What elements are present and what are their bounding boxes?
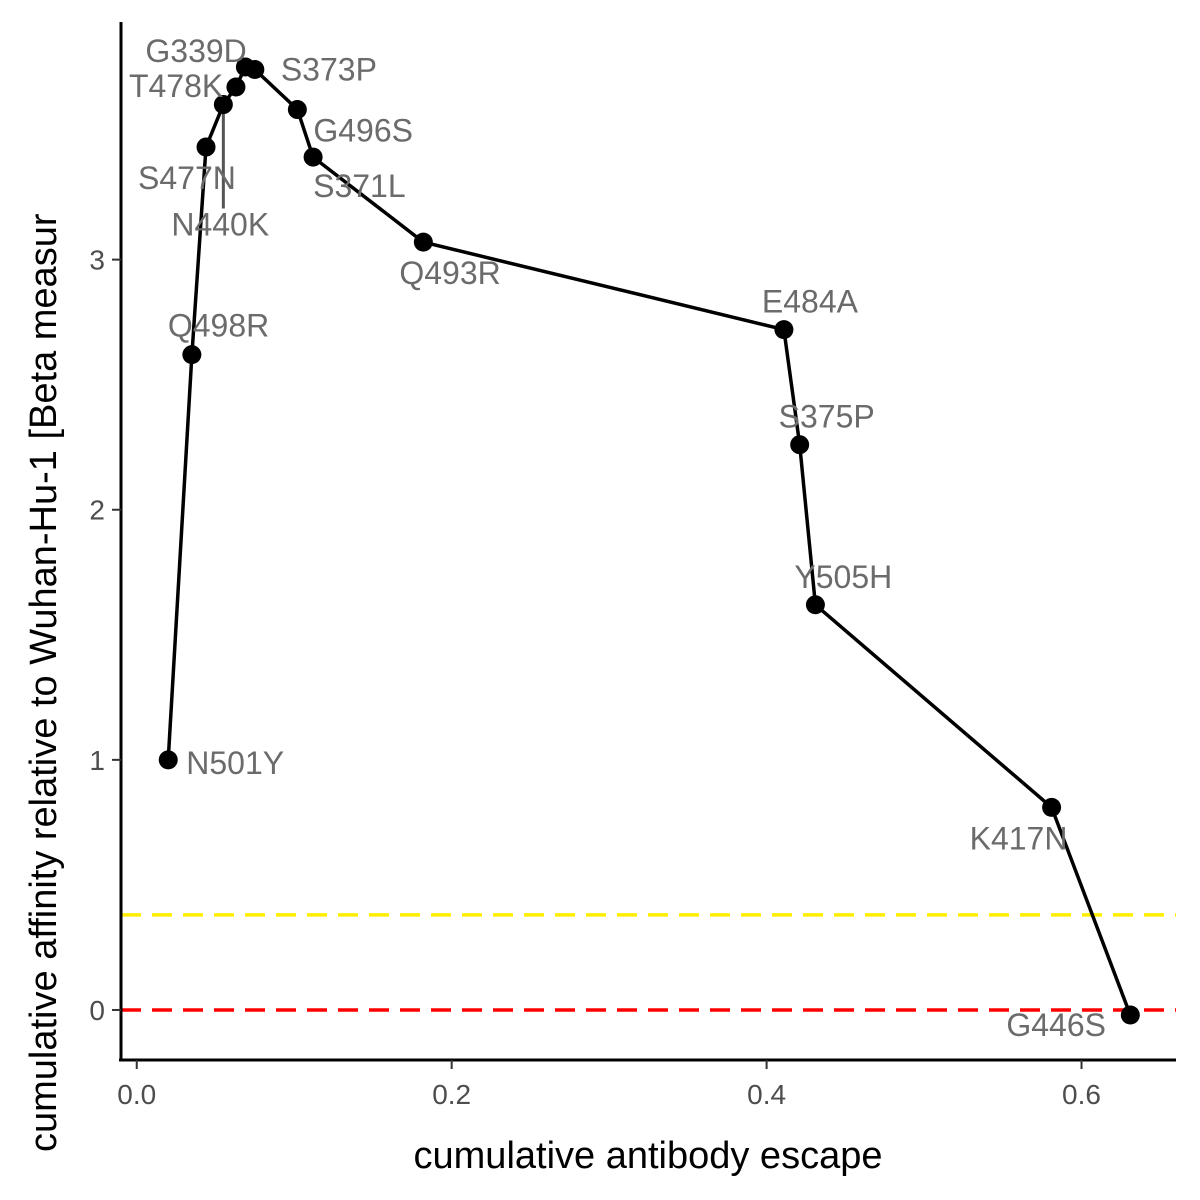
data-point-s371l — [303, 147, 323, 167]
data-point-s373p — [245, 60, 265, 80]
y-axis-ticks: 0 1 2 3 — [89, 245, 121, 1026]
point-label-g446s: G446S — [1006, 1007, 1106, 1043]
data-point-n440k — [213, 95, 233, 115]
point-label-s371l: S371L — [313, 168, 406, 204]
y-tick-label: 2 — [89, 495, 105, 526]
data-point-g496s — [287, 100, 307, 120]
point-label-g496s: G496S — [313, 113, 413, 149]
data-point-s375p — [790, 435, 810, 455]
point-label-k417n: K417N — [970, 820, 1068, 856]
x-tick-label: 0.2 — [432, 1079, 471, 1110]
point-label-n501y: N501Y — [186, 745, 284, 781]
point-label-e484a: E484A — [762, 284, 859, 320]
x-tick-label: 0.0 — [117, 1079, 156, 1110]
point-label-q498r: Q498R — [168, 308, 269, 344]
data-point-y505h — [805, 595, 825, 615]
y-tick-label: 0 — [89, 995, 105, 1026]
series-line-group — [166, 64, 1132, 1016]
x-tick-label: 0.6 — [1062, 1079, 1101, 1110]
point-label-s375p: S375P — [779, 399, 875, 435]
data-point-q493r — [413, 232, 433, 252]
x-axis-ticks: 0.0 0.2 0.4 0.6 — [117, 1060, 1101, 1110]
point-label-t478k: T478K — [129, 68, 223, 104]
data-point-n501y — [158, 750, 178, 770]
point-label-y505h: Y505H — [794, 559, 892, 595]
axes — [119, 22, 1176, 1062]
point-label-g339d: G339D — [145, 33, 246, 69]
y-tick-label: 1 — [89, 745, 105, 776]
data-point-t478k — [226, 77, 246, 97]
point-label-q493r: Q493R — [399, 255, 500, 291]
data-point-s477n — [196, 137, 216, 157]
data-points — [158, 57, 1140, 1025]
x-tick-label: 0.4 — [747, 1079, 786, 1110]
y-tick-label: 3 — [89, 245, 105, 276]
series-line — [166, 64, 1132, 1016]
point-label-n440k: N440K — [171, 207, 269, 243]
data-point-e484a — [774, 320, 794, 340]
x-axis-title: cumulative antibody escape — [414, 1135, 883, 1177]
point-label-s477n: S477N — [138, 160, 236, 196]
data-point-q498r — [182, 345, 202, 365]
y-axis-title: cumulative affinity relative to Wuhan-Hu… — [23, 213, 65, 1152]
point-label-s373p: S373P — [281, 52, 377, 88]
data-point-k417n — [1042, 797, 1062, 817]
reference-lines — [121, 913, 1176, 1012]
data-point-g446s — [1120, 1005, 1140, 1025]
